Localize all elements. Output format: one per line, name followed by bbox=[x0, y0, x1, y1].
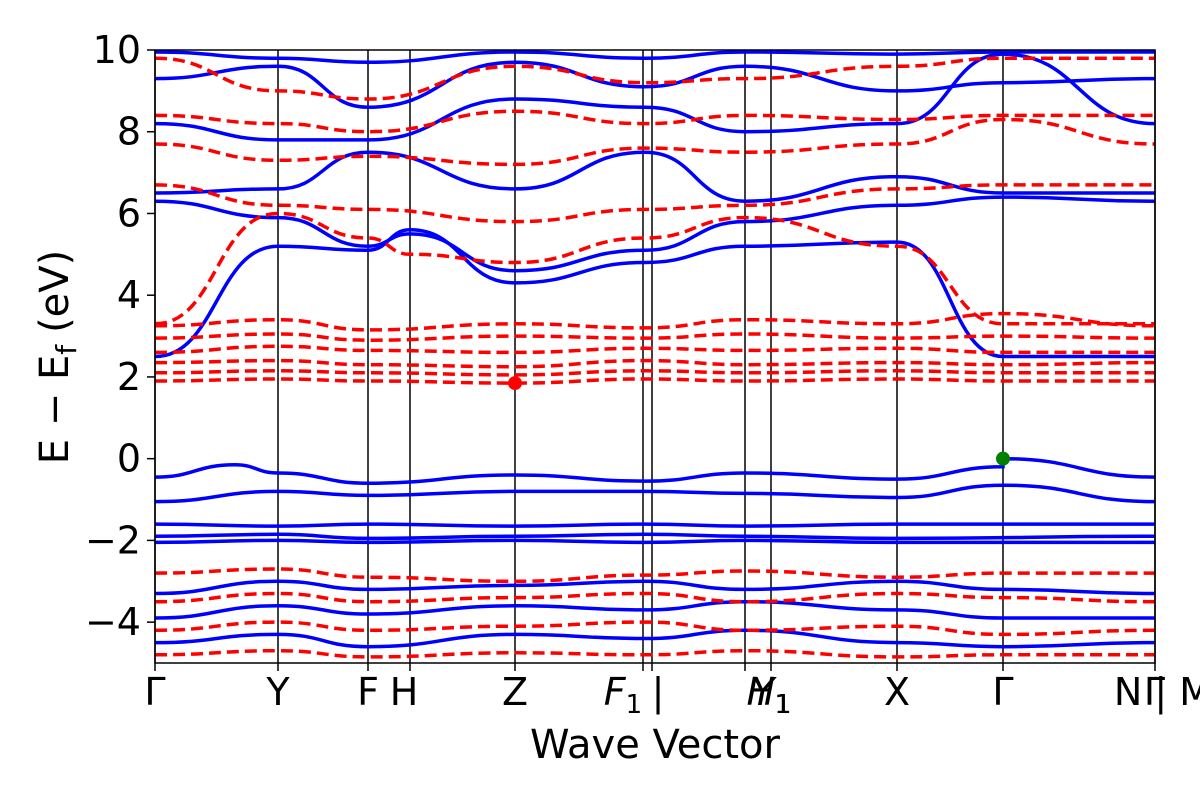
x-tick-label-main: Γ bbox=[1144, 670, 1165, 714]
x-tick-label: F1 bbox=[604, 670, 642, 720]
band-solid-7 bbox=[155, 628, 1155, 649]
band-dashed-0 bbox=[155, 377, 1155, 385]
x-tick-label: H bbox=[390, 670, 419, 714]
band-dashed-1 bbox=[155, 369, 1155, 377]
band-dashed-9 bbox=[155, 109, 1155, 134]
vbm-marker bbox=[996, 451, 1010, 466]
y-tick-label: 6 bbox=[117, 191, 141, 235]
band-solid-12 bbox=[155, 60, 1155, 109]
band-solid-3 bbox=[155, 532, 1155, 541]
band-dashed-10 bbox=[155, 56, 1155, 101]
extrema-markers bbox=[508, 376, 1010, 466]
x-tick-label-main: H bbox=[746, 670, 775, 714]
band-lines bbox=[155, 50, 1155, 659]
y-tick-label: 2 bbox=[117, 355, 141, 399]
x-tick-label: X bbox=[884, 670, 910, 714]
y-axis-label: E − Ef (eV) bbox=[32, 250, 83, 465]
band-dashed-7 bbox=[155, 183, 1155, 224]
x-tick-label: F bbox=[357, 670, 379, 714]
x-tick-label-sub: 1 bbox=[626, 690, 643, 720]
x-tick-label: N | M bbox=[1114, 670, 1200, 715]
band-dashed-4 bbox=[155, 332, 1155, 342]
x-tick-label-main: N | M bbox=[1114, 670, 1200, 715]
x-tick-label-main: | bbox=[652, 670, 665, 715]
band-dashed-12 bbox=[155, 591, 1155, 604]
band-solid-5 bbox=[155, 579, 1155, 596]
plot-frame bbox=[154, 49, 1156, 664]
x-tick-label-main: Z bbox=[502, 670, 528, 714]
y-tick-label: −4 bbox=[85, 600, 141, 644]
x-tick-label-main: Γ bbox=[144, 670, 165, 714]
band-solid-9 bbox=[155, 195, 1155, 273]
y-tick-label: 0 bbox=[117, 437, 141, 481]
y-tick-label: 10 bbox=[93, 28, 141, 72]
x-tick-label: Y1 bbox=[751, 670, 791, 720]
x-tick-label-main: Y bbox=[265, 670, 290, 714]
x-tick-label-main: F bbox=[357, 670, 379, 714]
x-tick-label-sub: 1 bbox=[775, 690, 792, 720]
y-axis-label-main: E − E bbox=[32, 355, 78, 465]
band-solid-6 bbox=[155, 599, 1155, 620]
x-tick-label-main: Γ bbox=[992, 670, 1013, 714]
x-tick-label: H1 bbox=[746, 670, 791, 720]
y-axis-label-sub: f bbox=[50, 344, 83, 355]
band-dashed-13 bbox=[155, 620, 1155, 637]
y-axis-ticks: −4 −2 0 2 4 6 8 10 bbox=[85, 28, 155, 644]
x-tick-label-main: Y bbox=[751, 670, 777, 714]
y-tick-label: −2 bbox=[85, 518, 141, 562]
band-dashed-6 bbox=[155, 211, 1155, 326]
band-dashed-14 bbox=[155, 648, 1155, 659]
cbm-marker bbox=[508, 376, 522, 391]
y-tick-label: 4 bbox=[117, 273, 141, 317]
x-tick-label: Γ bbox=[144, 670, 165, 714]
x-axis-label: Wave Vector bbox=[530, 722, 781, 768]
band-solid-8 bbox=[155, 228, 1155, 359]
band-solid-0 bbox=[155, 483, 1155, 504]
x-tick-label-main: H bbox=[390, 670, 419, 714]
x-tick-label: Γ bbox=[1144, 670, 1165, 714]
x-tick-label: | bbox=[652, 670, 665, 715]
band-solid-2 bbox=[155, 522, 1155, 528]
band-dashed-3 bbox=[155, 344, 1155, 355]
band-solid-10 bbox=[155, 150, 1155, 203]
band-dashed-5 bbox=[155, 311, 1155, 332]
band-dashed-2 bbox=[155, 358, 1155, 369]
x-tick-label-main: F bbox=[604, 670, 627, 714]
x-tick-label: Y bbox=[265, 670, 290, 714]
x-tick-label-main: X bbox=[884, 670, 910, 714]
band-dashed-11 bbox=[155, 567, 1155, 584]
y-axis-label-unit: (eV) bbox=[32, 250, 78, 333]
x-tick-label: Z bbox=[502, 670, 528, 714]
x-tick-label-sub: 1 bbox=[774, 690, 791, 720]
band-dashed-8 bbox=[155, 117, 1155, 167]
band-solid-11 bbox=[155, 52, 1155, 142]
y-tick-label: 8 bbox=[117, 110, 141, 154]
band-solid-13 bbox=[155, 50, 1155, 65]
band-solid-4 bbox=[155, 538, 1155, 545]
x-tick-label: Γ bbox=[992, 670, 1013, 714]
